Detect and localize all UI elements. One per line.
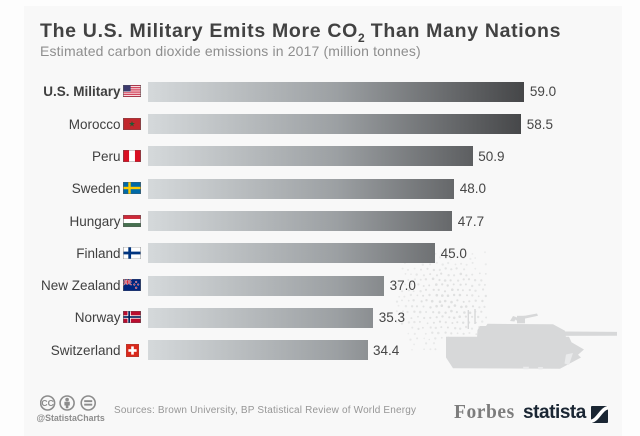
- svg-text:CC: CC: [41, 398, 53, 408]
